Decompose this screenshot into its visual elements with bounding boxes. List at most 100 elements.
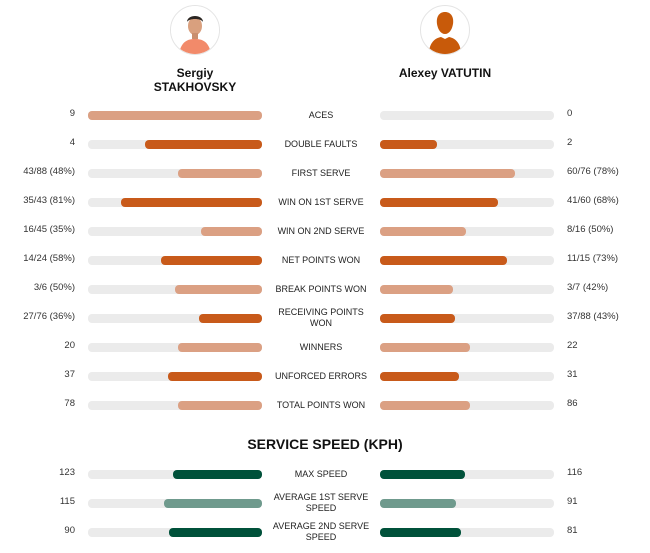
left-bar-track	[88, 528, 262, 537]
player-right-avatar	[420, 5, 470, 55]
right-bar-fill	[380, 314, 455, 323]
left-bar-track	[88, 227, 262, 236]
left-bar-track	[88, 169, 262, 178]
right-bar-track	[380, 314, 554, 323]
right-bar-fill	[380, 169, 515, 178]
left-bar-track	[88, 343, 262, 352]
right-bar-track	[380, 470, 554, 479]
left-bar-track	[88, 314, 262, 323]
stat-row: 27/76 (36%) RECEIVING POINTS WON 37/88 (…	[0, 307, 650, 328]
left-bar-fill	[178, 169, 262, 178]
right-value: 116	[567, 467, 583, 478]
stat-label: MAX SPEED	[294, 469, 348, 479]
stat-row: 90 AVERAGE 2ND SERVE SPEED 81	[0, 521, 650, 542]
stat-label: RECEIVING POINTS WON	[278, 307, 364, 328]
right-bar-track	[380, 528, 554, 537]
right-bar-fill	[380, 285, 453, 294]
right-bar-track	[380, 343, 554, 352]
right-bar-track	[380, 227, 554, 236]
stat-label: TOTAL POINTS WON	[276, 400, 366, 410]
stat-label: UNFORCED ERRORS	[274, 371, 367, 381]
stat-row: 115 AVERAGE 1ST SERVE SPEED 91	[0, 492, 650, 513]
stat-row: 123 MAX SPEED 116	[0, 464, 650, 484]
left-bar-fill	[145, 140, 262, 149]
player-right-name: Alexey VATUTIN	[398, 66, 492, 80]
right-bar-fill	[380, 256, 507, 265]
right-value: 91	[567, 496, 578, 507]
left-bar-track	[88, 401, 262, 410]
left-value: 123	[59, 467, 75, 478]
right-value: 0	[567, 108, 573, 119]
right-value: 86	[567, 398, 578, 409]
left-bar-fill	[88, 111, 262, 120]
stat-row: 37 UNFORCED ERRORS 31	[0, 366, 650, 386]
right-bar-track	[380, 140, 554, 149]
stat-label: WIN ON 2ND SERVE	[277, 226, 365, 236]
stat-row: 43/88 (48%) FIRST SERVE 60/76 (78%)	[0, 163, 650, 183]
right-bar-track	[380, 372, 554, 381]
left-value: 37	[64, 369, 75, 380]
right-bar-fill	[380, 528, 461, 537]
right-value: 37/88 (43%)	[567, 311, 619, 322]
right-bar-track	[380, 401, 554, 410]
left-bar-track	[88, 256, 262, 265]
right-bar-fill	[380, 343, 470, 352]
service-speed-title: SERVICE SPEED (KPH)	[247, 436, 403, 452]
right-bar-fill	[380, 140, 437, 149]
left-bar-fill	[173, 470, 262, 479]
left-value: 20	[64, 340, 75, 351]
right-bar-fill	[380, 372, 459, 381]
left-bar-track	[88, 470, 262, 479]
stat-row: 20 WINNERS 22	[0, 337, 650, 357]
person-silhouette-icon	[429, 12, 461, 54]
right-value: 8/16 (50%)	[567, 224, 614, 235]
right-bar-track	[380, 111, 554, 120]
left-value: 27/76 (36%)	[23, 311, 75, 322]
left-value: 16/45 (35%)	[23, 224, 75, 235]
right-bar-fill	[380, 470, 465, 479]
left-value: 78	[64, 398, 75, 409]
left-value: 35/43 (81%)	[23, 195, 75, 206]
left-bar-fill	[168, 372, 262, 381]
stat-label: WIN ON 1ST SERVE	[278, 197, 364, 207]
left-value: 3/6 (50%)	[33, 282, 75, 293]
stat-label: NET POINTS WON	[281, 255, 361, 265]
left-bar-track	[88, 499, 262, 508]
left-value: 9	[69, 108, 75, 119]
stat-row: 16/45 (35%) WIN ON 2ND SERVE 8/16 (50%)	[0, 221, 650, 241]
left-bar-track	[88, 372, 262, 381]
left-bar-fill	[199, 314, 262, 323]
right-bar-fill	[380, 227, 466, 236]
right-value: 3/7 (42%)	[567, 282, 609, 293]
right-value: 31	[567, 369, 578, 380]
left-bar-track	[88, 140, 262, 149]
left-value: 14/24 (58%)	[23, 253, 75, 264]
stat-label: DOUBLE FAULTS	[284, 139, 358, 149]
stat-label: FIRST SERVE	[291, 168, 351, 178]
right-value: 11/15 (73%)	[567, 253, 619, 264]
right-bar-track	[380, 198, 554, 207]
right-bar-track	[380, 256, 554, 265]
stat-label: BREAK POINTS WON	[275, 284, 367, 294]
stat-row: 4 DOUBLE FAULTS 2	[0, 134, 650, 154]
left-bar-fill	[169, 528, 262, 537]
left-bar-fill	[178, 343, 262, 352]
right-value: 22	[567, 340, 578, 351]
left-bar-track	[88, 111, 262, 120]
right-bar-track	[380, 499, 554, 508]
right-bar-fill	[380, 401, 470, 410]
right-bar-track	[380, 169, 554, 178]
left-bar-fill	[201, 227, 262, 236]
player-photo-icon	[171, 6, 219, 54]
player-left-name: Sergiy STAKHOVSKY	[153, 66, 237, 94]
left-value: 90	[64, 525, 75, 536]
left-value: 115	[59, 496, 75, 507]
left-value: 43/88 (48%)	[23, 166, 75, 177]
left-value: 4	[69, 137, 75, 148]
left-bar-fill	[161, 256, 262, 265]
stat-row: 78 TOTAL POINTS WON 86	[0, 395, 650, 415]
left-bar-fill	[164, 499, 262, 508]
stat-row: 3/6 (50%) BREAK POINTS WON 3/7 (42%)	[0, 279, 650, 299]
stat-label: ACES	[308, 110, 334, 120]
stat-label: AVERAGE 1ST SERVE SPEED	[273, 492, 369, 513]
